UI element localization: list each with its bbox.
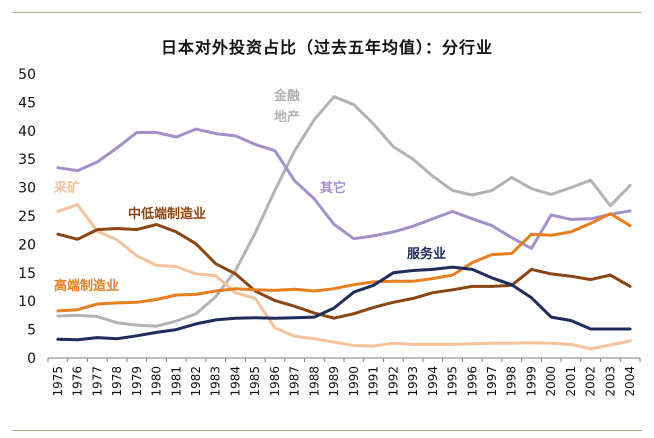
x-tick-label: 1986 (268, 366, 282, 397)
y-tick-label: 30 (18, 181, 36, 197)
y-tick-label: 45 (18, 95, 36, 111)
x-tick-label: 1977 (90, 366, 104, 397)
top-rule (12, 12, 642, 13)
x-tick-label: 1992 (386, 366, 400, 397)
series-label: 采矿 (53, 180, 80, 196)
x-tick-label: 1998 (505, 366, 519, 397)
x-tick-label: 1980 (150, 366, 164, 397)
y-tick-label: 50 (18, 67, 36, 83)
x-tick-label: 1993 (406, 366, 420, 397)
series-layer (56, 95, 632, 351)
x-tick-label: 1994 (426, 366, 440, 397)
x-tick-label: 2000 (544, 366, 558, 397)
x-tick-label: 1999 (524, 366, 538, 397)
x-tick-label: 1989 (327, 366, 341, 397)
series-label: 地产 (274, 109, 300, 125)
chart-title: 日本对外投资占比（过去五年均值）：分行业 (160, 38, 493, 57)
x-tick-label: 1984 (228, 366, 242, 397)
y-tick-label: 35 (18, 152, 36, 168)
x-tick-label: 1981 (169, 366, 183, 397)
series-line-1 (56, 127, 632, 250)
x-tick-label: 2003 (603, 366, 617, 397)
bottom-rule (12, 430, 642, 431)
x-tick-label: 1976 (71, 366, 85, 397)
x-tick-label: 1979 (130, 366, 144, 397)
y-tick-label: 40 (18, 124, 36, 140)
series-line-3 (56, 223, 632, 320)
series-line-4 (56, 212, 632, 313)
series-label: 中低端制造业 (128, 206, 206, 222)
x-tick-label: 1996 (465, 366, 479, 397)
x-tick-label: 1997 (485, 366, 499, 397)
x-tick-label: 1987 (288, 366, 302, 397)
x-tick-label: 1982 (189, 366, 203, 397)
x-tick-label: 1995 (446, 366, 460, 397)
series-label: 其它 (320, 180, 346, 196)
series-line-5 (56, 265, 632, 342)
y-tick-label: 20 (18, 237, 36, 253)
series-line-2 (56, 203, 632, 351)
x-tick-label: 1988 (307, 366, 321, 397)
x-tick-label: 1991 (367, 366, 381, 397)
x-tick-label: 1978 (110, 366, 124, 397)
y-tick-label: 0 (27, 351, 36, 367)
y-tick-label: 25 (18, 209, 36, 225)
x-tick-label: 2001 (564, 366, 578, 397)
series-line-0 (56, 95, 632, 328)
x-tick-label: 1985 (248, 366, 262, 397)
x-tick-label: 1990 (347, 366, 361, 397)
x-tick-label: 2002 (584, 366, 598, 397)
series-label: 金融 (273, 88, 300, 104)
series-label: 服务业 (407, 246, 446, 262)
series-label: 高端制造业 (54, 278, 119, 294)
y-tick-label: 15 (18, 266, 36, 282)
x-tick-label: 1983 (209, 366, 223, 397)
y-tick-label: 5 (27, 323, 36, 339)
y-tick-label: 10 (18, 294, 36, 310)
x-tick-label: 1975 (51, 366, 65, 397)
x-tick-label: 2004 (623, 366, 637, 397)
axes: 0 5 10 15 20 25 30 35 40 45 50 1975 1976 1977 1978 1979… (18, 67, 641, 397)
